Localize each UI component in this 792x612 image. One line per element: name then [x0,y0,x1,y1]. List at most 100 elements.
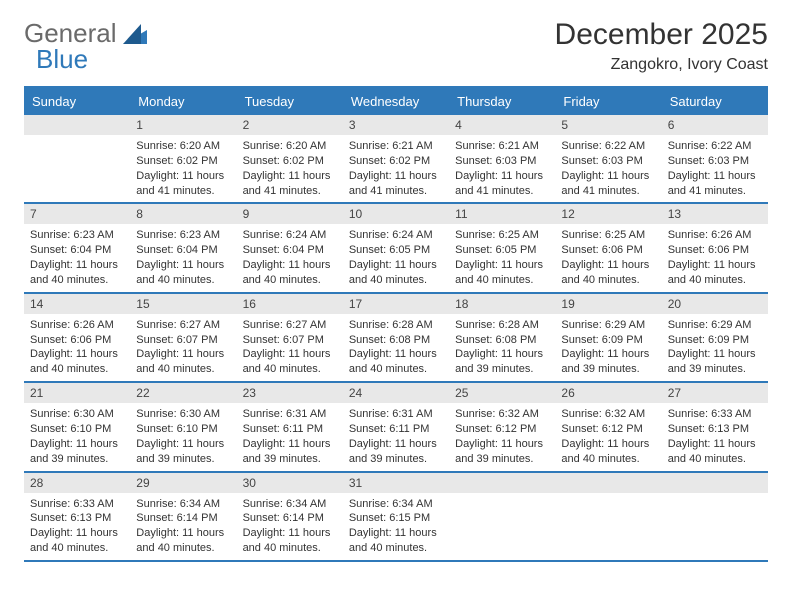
day-content: Sunrise: 6:25 AMSunset: 6:05 PMDaylight:… [449,224,555,291]
day-number: 12 [555,204,661,224]
day-info-line: Daylight: 11 hours and 39 minutes. [136,437,230,467]
week-row: 7Sunrise: 6:23 AMSunset: 6:04 PMDaylight… [24,203,768,292]
day-info-line: Sunrise: 6:22 AM [668,139,762,154]
day-cell-19: 19Sunrise: 6:29 AMSunset: 6:09 PMDayligh… [555,293,661,382]
day-number: 28 [24,473,130,493]
day-content: Sunrise: 6:32 AMSunset: 6:12 PMDaylight:… [449,403,555,470]
day-info-line: Sunrise: 6:30 AM [136,407,230,422]
day-info-line: Sunrise: 6:21 AM [349,139,443,154]
day-content: Sunrise: 6:34 AMSunset: 6:14 PMDaylight:… [237,493,343,560]
day-info-line: Daylight: 11 hours and 41 minutes. [455,169,549,199]
day-info-line: Sunset: 6:08 PM [349,333,443,348]
day-content [555,493,661,501]
day-info-line: Sunset: 6:05 PM [349,243,443,258]
day-info-line: Sunrise: 6:23 AM [136,228,230,243]
day-info-line: Sunrise: 6:33 AM [30,497,124,512]
day-content: Sunrise: 6:21 AMSunset: 6:02 PMDaylight:… [343,135,449,202]
day-info-line: Sunset: 6:14 PM [243,511,337,526]
day-cell-empty [449,472,555,561]
day-info-line: Daylight: 11 hours and 40 minutes. [243,347,337,377]
day-cell-12: 12Sunrise: 6:25 AMSunset: 6:06 PMDayligh… [555,203,661,292]
day-info-line: Sunset: 6:12 PM [561,422,655,437]
day-info-line: Sunset: 6:15 PM [349,511,443,526]
day-number: 24 [343,383,449,403]
day-info-line: Sunrise: 6:25 AM [455,228,549,243]
day-info-line: Sunset: 6:02 PM [349,154,443,169]
day-info-line: Sunrise: 6:34 AM [349,497,443,512]
week-row: 14Sunrise: 6:26 AMSunset: 6:06 PMDayligh… [24,293,768,382]
day-info-line: Sunset: 6:03 PM [455,154,549,169]
day-info-line: Daylight: 11 hours and 41 minutes. [668,169,762,199]
day-info-line: Sunset: 6:14 PM [136,511,230,526]
day-header-thursday: Thursday [449,87,555,115]
day-number: 3 [343,115,449,135]
day-info-line: Sunrise: 6:30 AM [30,407,124,422]
day-info-line: Daylight: 11 hours and 40 minutes. [561,437,655,467]
day-number: 13 [662,204,768,224]
day-cell-30: 30Sunrise: 6:34 AMSunset: 6:14 PMDayligh… [237,472,343,561]
day-info-line: Sunset: 6:02 PM [136,154,230,169]
day-cell-18: 18Sunrise: 6:28 AMSunset: 6:08 PMDayligh… [449,293,555,382]
day-info-line: Daylight: 11 hours and 40 minutes. [349,258,443,288]
day-info-line: Daylight: 11 hours and 40 minutes. [349,526,443,556]
day-content [662,493,768,501]
day-info-line: Sunrise: 6:33 AM [668,407,762,422]
day-info-line: Sunrise: 6:22 AM [561,139,655,154]
day-info-line: Sunrise: 6:34 AM [136,497,230,512]
day-info-line: Daylight: 11 hours and 39 minutes. [668,347,762,377]
day-cell-23: 23Sunrise: 6:31 AMSunset: 6:11 PMDayligh… [237,382,343,471]
day-info-line: Sunrise: 6:26 AM [30,318,124,333]
day-number: 6 [662,115,768,135]
day-number: 5 [555,115,661,135]
day-info-line: Sunset: 6:04 PM [243,243,337,258]
day-info-line: Daylight: 11 hours and 40 minutes. [136,347,230,377]
day-cell-empty [662,472,768,561]
calendar-table: SundayMondayTuesdayWednesdayThursdayFrid… [24,86,768,562]
day-content: Sunrise: 6:20 AMSunset: 6:02 PMDaylight:… [237,135,343,202]
day-info-line: Sunrise: 6:24 AM [349,228,443,243]
day-info-line: Sunrise: 6:21 AM [455,139,549,154]
page-header: General December 2025 Zangokro, Ivory Co… [24,18,768,74]
day-cell-24: 24Sunrise: 6:31 AMSunset: 6:11 PMDayligh… [343,382,449,471]
day-info-line: Sunset: 6:04 PM [30,243,124,258]
day-content: Sunrise: 6:23 AMSunset: 6:04 PMDaylight:… [130,224,236,291]
day-number: 4 [449,115,555,135]
day-content: Sunrise: 6:30 AMSunset: 6:10 PMDaylight:… [130,403,236,470]
day-info-line: Daylight: 11 hours and 40 minutes. [30,526,124,556]
day-content: Sunrise: 6:33 AMSunset: 6:13 PMDaylight:… [662,403,768,470]
day-info-line: Sunrise: 6:20 AM [136,139,230,154]
week-row: 21Sunrise: 6:30 AMSunset: 6:10 PMDayligh… [24,382,768,471]
day-content: Sunrise: 6:29 AMSunset: 6:09 PMDaylight:… [662,314,768,381]
day-cell-10: 10Sunrise: 6:24 AMSunset: 6:05 PMDayligh… [343,203,449,292]
day-cell-9: 9Sunrise: 6:24 AMSunset: 6:04 PMDaylight… [237,203,343,292]
day-info-line: Sunrise: 6:26 AM [668,228,762,243]
logo-text-blue: Blue [36,44,88,75]
location: Zangokro, Ivory Coast [555,56,768,74]
calendar-body: 1Sunrise: 6:20 AMSunset: 6:02 PMDaylight… [24,115,768,561]
day-cell-29: 29Sunrise: 6:34 AMSunset: 6:14 PMDayligh… [130,472,236,561]
day-info-line: Daylight: 11 hours and 39 minutes. [30,437,124,467]
day-content: Sunrise: 6:20 AMSunset: 6:02 PMDaylight:… [130,135,236,202]
day-number: 17 [343,294,449,314]
day-header-saturday: Saturday [662,87,768,115]
day-content: Sunrise: 6:28 AMSunset: 6:08 PMDaylight:… [449,314,555,381]
day-cell-7: 7Sunrise: 6:23 AMSunset: 6:04 PMDaylight… [24,203,130,292]
day-header-monday: Monday [130,87,236,115]
day-info-line: Sunrise: 6:28 AM [349,318,443,333]
day-content [449,493,555,501]
day-cell-4: 4 Sunrise: 6:21 AMSunset: 6:03 PMDaylight… [449,115,555,203]
day-info-line: Daylight: 11 hours and 40 minutes. [668,258,762,288]
week-row: 28Sunrise: 6:33 AMSunset: 6:13 PMDayligh… [24,472,768,561]
day-number: 30 [237,473,343,493]
day-info-line: Sunset: 6:06 PM [561,243,655,258]
day-number [24,115,130,135]
day-info-line: Daylight: 11 hours and 40 minutes. [30,258,124,288]
day-cell-5: 5Sunrise: 6:22 AMSunset: 6:03 PMDaylight… [555,115,661,203]
day-info-line: Sunrise: 6:24 AM [243,228,337,243]
day-cell-8: 8Sunrise: 6:23 AMSunset: 6:04 PMDaylight… [130,203,236,292]
day-info-line: Sunrise: 6:31 AM [243,407,337,422]
day-cell-16: 16Sunrise: 6:27 AMSunset: 6:07 PMDayligh… [237,293,343,382]
day-cell-20: 20Sunrise: 6:29 AMSunset: 6:09 PMDayligh… [662,293,768,382]
day-cell-2: 2Sunrise: 6:20 AMSunset: 6:02 PMDaylight… [237,115,343,203]
day-info-line: Daylight: 11 hours and 40 minutes. [136,526,230,556]
